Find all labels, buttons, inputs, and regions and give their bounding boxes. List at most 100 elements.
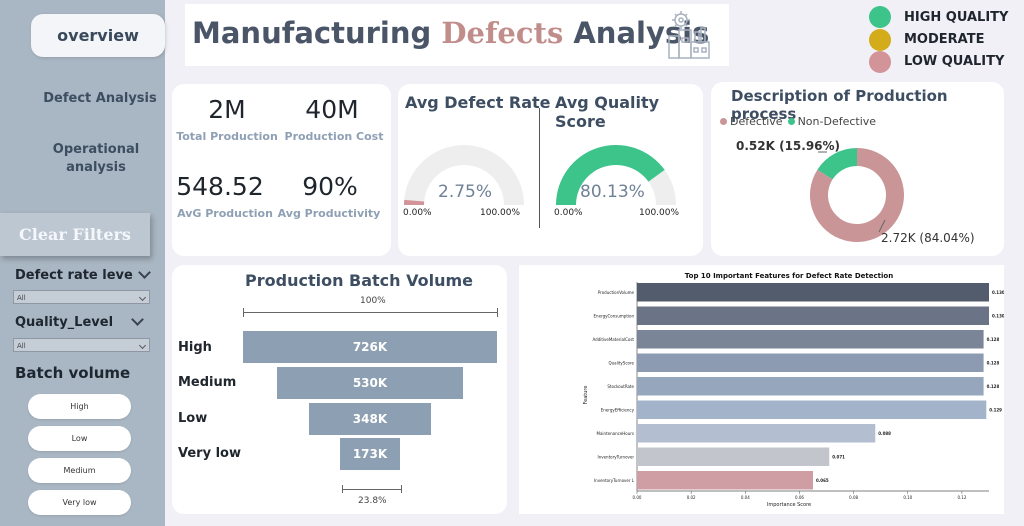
funnel-label-high: High xyxy=(178,340,212,355)
funnel-label-low: Low xyxy=(178,411,208,426)
quality-level-select[interactable]: All xyxy=(13,338,150,352)
x-tick-label-0.00: 0.00 xyxy=(633,495,642,500)
total-production-value: 2M xyxy=(208,95,246,124)
category-label-1: EnergyConsumption xyxy=(594,313,635,318)
batch-volume-label: Batch volume xyxy=(15,364,131,382)
value-label-6: 0.088 xyxy=(878,431,891,436)
quality-level-select-value: All xyxy=(17,342,26,350)
x-tick-label-0.06: 0.06 xyxy=(795,495,804,500)
batch-option-medium[interactable]: Medium xyxy=(28,458,131,483)
bar-8 xyxy=(637,471,813,490)
bar-7 xyxy=(637,447,830,466)
avg-productivity-value: 90% xyxy=(302,172,358,201)
defect-gauge-value: 2.75% xyxy=(438,182,493,202)
value-label-1: 0.130 xyxy=(992,313,1004,318)
category-label-8: InventoryTurnover L xyxy=(594,478,635,483)
legend-high-quality: HIGH QUALITY xyxy=(904,10,1009,25)
bar-3 xyxy=(637,353,984,372)
donut-legend: Defective Non-Defective xyxy=(720,115,876,128)
avg-productivity-label: Avg Productivity xyxy=(277,207,381,220)
non-defective-dot xyxy=(787,118,795,125)
moderate-dot xyxy=(869,29,891,51)
dropdown-arrow-icon xyxy=(138,293,147,302)
funnel-top-bracket xyxy=(243,312,497,313)
funnel-top-pct: 100% xyxy=(360,296,386,306)
high-quality-dot xyxy=(869,6,891,28)
funnel-title: Production Batch Volume xyxy=(245,271,474,290)
quality-gauge-fill xyxy=(556,144,665,205)
x-tick-label-0.10: 0.10 xyxy=(903,495,912,500)
dropdown-arrow-icon xyxy=(138,341,147,350)
funnel-bar-medium: 530K xyxy=(277,367,463,399)
value-label-4: 0.128 xyxy=(987,384,1000,389)
donut-label-defective: 2.72K (84.04%) xyxy=(881,231,975,245)
value-label-2: 0.128 xyxy=(987,337,1000,342)
funnel-bar-low: 348K xyxy=(309,403,431,435)
legend-defective: Defective xyxy=(730,115,783,128)
category-label-0: ProductionVolume xyxy=(598,290,635,295)
x-tick-label-0.02: 0.02 xyxy=(687,495,696,500)
bar-1 xyxy=(637,306,989,325)
category-label-2: AdditiveMaterialCost xyxy=(592,337,634,342)
funnel-label-very-low: Very low xyxy=(178,446,241,461)
clear-filters-button[interactable]: Clear Filters xyxy=(0,213,150,256)
category-label-7: InventoryTurnover xyxy=(597,454,634,459)
feature-importance-chart: Top 10 Important Features for Defect Rat… xyxy=(583,272,1005,508)
y-axis-label: Feature xyxy=(583,386,589,405)
nav-defect-analysis[interactable]: Defect Analysis xyxy=(43,91,157,106)
funnel-bar-high: 726K xyxy=(243,331,497,363)
production-cost-value: 40M xyxy=(305,95,359,124)
kpi-card: 2M Total Production 40M Production Cost … xyxy=(172,84,391,256)
quality-gauge-min: 0.00% xyxy=(554,208,583,218)
overview-button[interactable]: overview xyxy=(31,14,165,57)
feature-importance-card: Top 10 Important Features for Defect Rat… xyxy=(519,265,1005,514)
funnel-bottom-bracket xyxy=(342,489,402,490)
defect-rate-select[interactable]: All xyxy=(13,290,150,304)
bar-2 xyxy=(637,330,984,349)
chart-title: Top 10 Important Features for Defect Rat… xyxy=(685,272,893,280)
donut-slices xyxy=(810,148,904,243)
donut-svg xyxy=(810,148,904,243)
avg-production-label: AvG Production xyxy=(177,207,273,220)
category-label-6: MaintenanceHours xyxy=(597,431,634,436)
page-title: Manufacturing Defects Analysis xyxy=(192,16,709,50)
bar-6 xyxy=(637,424,876,443)
avg-defect-rate-title: Avg Defect Rate xyxy=(405,93,551,112)
value-label-8: 0.065 xyxy=(816,478,829,483)
x-tick-label-0.04: 0.04 xyxy=(741,495,750,500)
funnel-bottom-pct: 23.8% xyxy=(358,496,387,506)
gauge-svg xyxy=(404,144,676,205)
donut-label-non-defective: 0.52K (15.96%) xyxy=(736,139,841,153)
bar-0 xyxy=(637,283,989,302)
bar-4 xyxy=(637,377,984,396)
nav-operational-analysis[interactable]: Operational analysis xyxy=(36,142,156,175)
legend-non-defective: Non-Defective xyxy=(797,115,877,128)
defect-gauge-min: 0.00% xyxy=(403,208,432,218)
funnel-bar-very-low: 173K xyxy=(339,438,401,470)
avg-quality-score-title: Avg Quality Score xyxy=(555,93,660,131)
defect-rate-filter-label: Defect rate leve xyxy=(15,268,133,283)
avg-production-value: 548.52 xyxy=(176,172,264,201)
batch-option-low[interactable]: Low xyxy=(28,426,131,451)
bracket-tick xyxy=(401,485,402,493)
gauge-divider xyxy=(539,108,540,228)
gauge-card: Avg Defect Rate Avg Quality Score 2.75% … xyxy=(398,84,703,256)
legend-low-quality: LOW QUALITY xyxy=(904,54,1005,69)
category-label-4: StockoutRate xyxy=(607,384,634,389)
title-part-2: Defects xyxy=(441,16,564,50)
donut-title: Description of Production process xyxy=(731,87,948,123)
bar-5 xyxy=(637,400,987,419)
low-quality-dot xyxy=(869,51,891,73)
batch-option-high[interactable]: High xyxy=(28,394,131,419)
title-banner: Manufacturing Defects Analysis xyxy=(185,4,729,66)
donut-slice-defective xyxy=(810,148,904,243)
batch-option-very-low[interactable]: Very low xyxy=(28,490,131,515)
x-axis-label: Importance Score xyxy=(767,502,811,508)
factory-gear-icon xyxy=(668,11,710,59)
defective-dot xyxy=(720,118,727,125)
donut-slice-non-defective xyxy=(817,148,857,180)
value-label-7: 0.071 xyxy=(832,454,845,459)
legend-moderate: MODERATE xyxy=(904,32,985,47)
nav-operational-line1: Operational xyxy=(52,142,140,157)
defect-gauge-max: 100.00% xyxy=(480,208,521,218)
